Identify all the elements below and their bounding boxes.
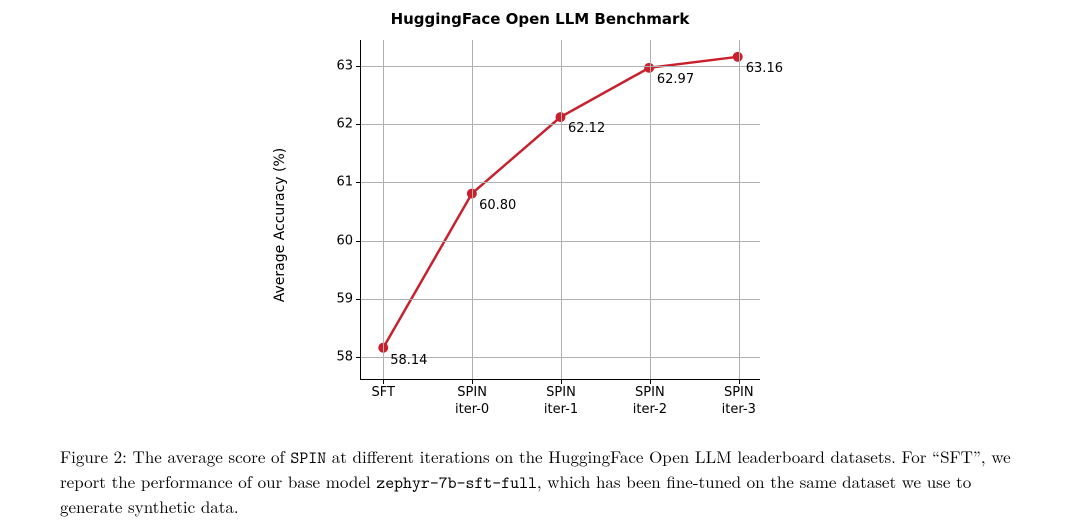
chart-container: HuggingFace Open LLM Benchmark Average A… (300, 10, 780, 440)
gridline-horizontal (361, 299, 760, 300)
gridline-horizontal (361, 182, 760, 183)
data-point-label: 60.80 (479, 198, 516, 213)
caption-figure-label: Figure 2: (60, 444, 127, 468)
gridline-horizontal (361, 124, 760, 125)
data-point-label: 58.14 (390, 353, 427, 368)
gridline-vertical (472, 40, 473, 379)
gridline-horizontal (361, 66, 760, 67)
data-point-label: 62.12 (568, 121, 605, 136)
figure-caption: Figure 2: The average score of SPIN at d… (60, 445, 1017, 518)
data-point-marker (733, 52, 743, 62)
y-axis-label: Average Accuracy (%) (272, 148, 288, 303)
y-tick-label: 59 (336, 291, 361, 306)
y-tick-label: 58 (336, 349, 361, 364)
y-tick-label: 60 (336, 233, 361, 248)
data-point-label: 62.97 (657, 72, 694, 87)
x-tick-label: SPIN iter-0 (455, 379, 489, 419)
x-tick-label: SPIN iter-2 (633, 379, 667, 419)
x-tick-label: SFT (371, 379, 394, 402)
y-tick-label: 62 (336, 117, 361, 132)
gridline-vertical (561, 40, 562, 379)
gridline-vertical (383, 40, 384, 379)
x-tick-label: SPIN iter-1 (544, 379, 578, 419)
gridline-vertical (739, 40, 740, 379)
caption-text: The average score of (127, 444, 291, 468)
plot-area: SFTSPIN iter-0SPIN iter-1SPIN iter-2SPIN… (360, 40, 760, 380)
caption-code: SPIN (290, 447, 326, 469)
x-tick-label: SPIN iter-3 (722, 379, 756, 419)
data-point-label: 63.16 (746, 61, 783, 76)
y-tick-label: 63 (336, 59, 361, 74)
gridline-horizontal (361, 241, 760, 242)
y-tick-label: 61 (336, 175, 361, 190)
gridline-vertical (650, 40, 651, 379)
caption-code: zephyr-7b-sft-full (376, 472, 537, 494)
page: HuggingFace Open LLM Benchmark Average A… (0, 0, 1077, 521)
chart-title: HuggingFace Open LLM Benchmark (300, 10, 780, 28)
